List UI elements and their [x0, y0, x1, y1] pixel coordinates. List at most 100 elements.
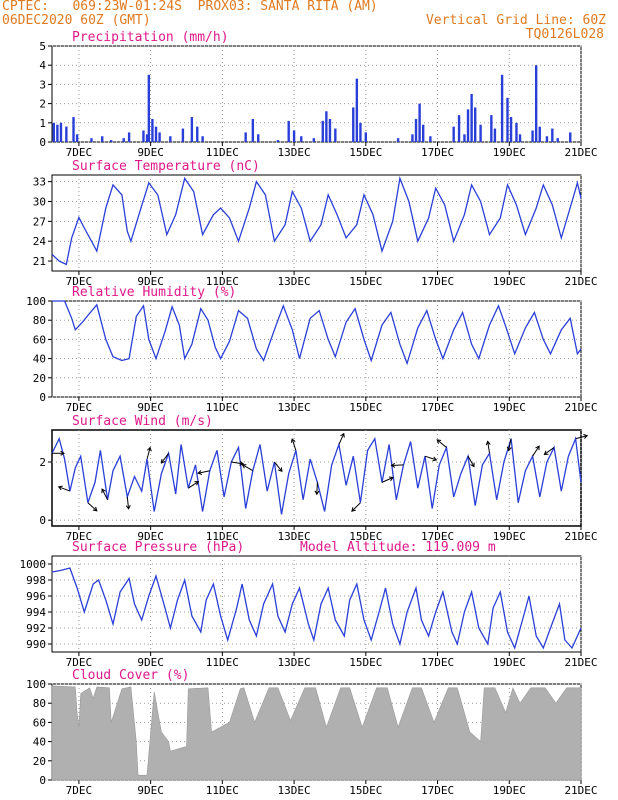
precip-bar: [518, 134, 522, 142]
precip-bar: [181, 128, 185, 142]
pres-ytick-label: 990: [26, 638, 46, 651]
cloud-xtick-label: 7DEC: [66, 784, 93, 797]
wind-arrow: [188, 481, 199, 489]
rh-xtick-label: 13DEC: [278, 401, 311, 414]
temp-title: Surface Temperature (nC): [72, 159, 260, 174]
vertical-grid-note: Vertical Grid Line: 60Z: [425, 13, 606, 28]
pres-xtick-label: 13DEC: [278, 656, 311, 669]
precip-ytick-label: 0: [39, 136, 46, 149]
precip-bar: [500, 74, 504, 142]
wind-arrow: [242, 464, 254, 472]
rh-xtick-label: 9DEC: [137, 401, 164, 414]
precip-bar: [515, 122, 518, 142]
cloud-xtick-label: 13DEC: [278, 784, 311, 797]
precip-bar: [569, 132, 572, 142]
model-code: TQ0126L028: [525, 27, 604, 42]
precip-bar: [109, 140, 113, 142]
wind-arrow: [273, 461, 283, 472]
wind-arrowhead: [278, 467, 283, 473]
wind-arrow: [338, 433, 345, 445]
temp-ytick-label: 21: [33, 255, 46, 268]
precip-bar: [421, 124, 425, 142]
rh-xtick-label: 21DEC: [564, 401, 597, 414]
temp-series-line: [51, 175, 582, 266]
cloud-xtick-label: 11DEC: [206, 784, 239, 797]
rh-panel: [48, 300, 582, 401]
precip-ytick-label: 3: [39, 78, 46, 91]
precip-bar: [556, 138, 559, 142]
pres-xtick-label: 17DEC: [421, 656, 454, 669]
pres-ytick-label: 994: [26, 606, 46, 619]
wind-title: Surface Wind (m/s): [72, 414, 213, 429]
precip-bar: [75, 134, 79, 142]
wind-arrowhead: [146, 446, 152, 452]
precip-ytick-label: 1: [39, 117, 46, 130]
station-header: CPTEC: 069:23W-01:24S PROX03: SANTA RITA…: [2, 0, 378, 14]
temp-ytick-label: 24: [33, 235, 47, 248]
cloud-area: [51, 685, 582, 781]
precip-bar: [145, 134, 149, 142]
rh-ytick-label: 20: [33, 372, 46, 385]
cloud-xtick-label: 9DEC: [137, 784, 164, 797]
wind-arrow: [126, 496, 130, 509]
rh-ytick-label: 0: [39, 391, 46, 404]
wind-arrowhead: [436, 439, 442, 444]
precip-bar: [321, 120, 324, 142]
wind-arrow: [231, 461, 244, 465]
precip-panel: [48, 45, 582, 146]
temp-xtick-label: 17DEC: [421, 275, 454, 288]
pres-title: Surface Pressure (hPa): [72, 540, 244, 555]
precip-bar: [545, 136, 549, 142]
precip-bar: [352, 107, 355, 142]
wind-arrowhead: [101, 488, 106, 494]
temp-xtick-label: 19DEC: [493, 275, 526, 288]
wind-arrowhead: [583, 434, 589, 439]
precip-bar: [287, 120, 290, 142]
cloud-xtick-label: 19DEC: [493, 784, 526, 797]
precip-bar: [355, 78, 359, 142]
precip-bar: [493, 128, 497, 142]
wind-ytick-label: 2: [39, 456, 46, 469]
wind-arrowhead: [506, 446, 512, 452]
wind-arrowhead: [197, 470, 202, 475]
header: CPTEC: 069:23W-01:24S PROX03: SANTA RITA…: [0, 0, 618, 48]
precip-bar: [359, 122, 362, 142]
wind-arrow: [467, 455, 475, 467]
wind-arrowhead: [57, 485, 63, 491]
precip-bar: [251, 118, 255, 142]
wind-arrowhead: [470, 462, 475, 468]
wind-arrowhead: [485, 440, 491, 446]
wind-arrow: [197, 470, 210, 474]
precip-bar: [169, 136, 172, 142]
wind-arrow: [58, 486, 71, 492]
precip-bar: [474, 107, 477, 142]
precip-ytick-label: 4: [39, 59, 46, 72]
precip-bar: [300, 136, 303, 142]
precip-bar: [154, 126, 158, 142]
precip-bar: [90, 138, 93, 142]
wind-arrowhead: [92, 506, 98, 512]
precip-bar: [457, 115, 461, 142]
rh-series-line: [52, 300, 582, 366]
precip-title: Precipitation (mm/h): [72, 30, 229, 45]
wind-xtick-label: 21DEC: [564, 530, 597, 543]
precip-bar: [201, 136, 204, 142]
cloud-xtick-label: 17DEC: [421, 784, 454, 797]
wind-arrowhead: [60, 450, 65, 456]
wind-arrowhead: [160, 458, 166, 464]
wind-arrow: [544, 447, 555, 455]
precip-bar: [466, 109, 470, 142]
pres-xtick-label: 15DEC: [349, 656, 382, 669]
temp-xtick-label: 9DEC: [137, 275, 164, 288]
precip-bar: [122, 138, 125, 142]
cloud-xtick-label: 21DEC: [564, 784, 597, 797]
cloud-xtick-label: 15DEC: [349, 784, 382, 797]
precip-bar: [72, 117, 75, 142]
precip-bar: [490, 115, 493, 142]
rh-title: Relative Humidity (%): [72, 285, 236, 300]
precip-bar: [142, 130, 145, 142]
pres-xtick-label: 11DEC: [206, 656, 239, 669]
wind-arrowhead: [388, 476, 394, 482]
wind-arrowhead: [535, 445, 540, 451]
precip-bar: [334, 128, 337, 142]
